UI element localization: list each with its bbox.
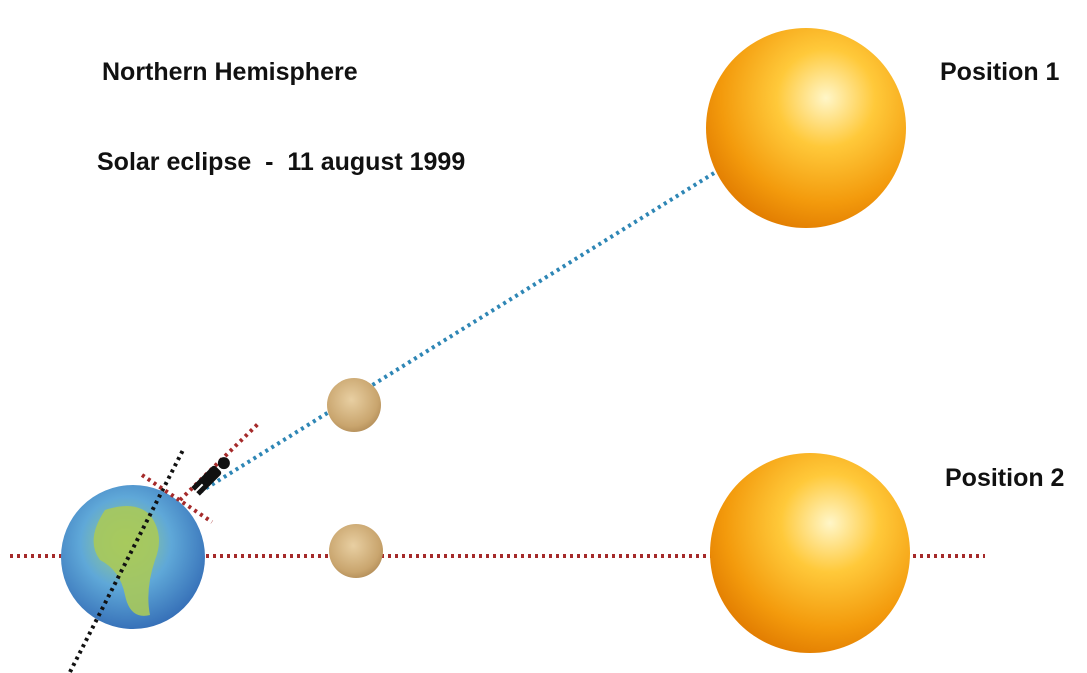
- sun-position-2: [710, 453, 910, 653]
- position-2-label: Position 2: [945, 464, 1064, 492]
- zenith-line: [140, 473, 214, 524]
- position-1-label: Position 1: [940, 58, 1060, 86]
- title: Northern Hemisphere: [102, 58, 358, 86]
- moon-1: [327, 378, 381, 432]
- horizon-line: [178, 420, 262, 502]
- sun-position-1: [706, 28, 906, 228]
- subtitle: Solar eclipse - 11 august 1999: [97, 148, 465, 176]
- moon-2: [329, 524, 383, 578]
- sight-line: [198, 163, 729, 494]
- observer: [191, 457, 230, 496]
